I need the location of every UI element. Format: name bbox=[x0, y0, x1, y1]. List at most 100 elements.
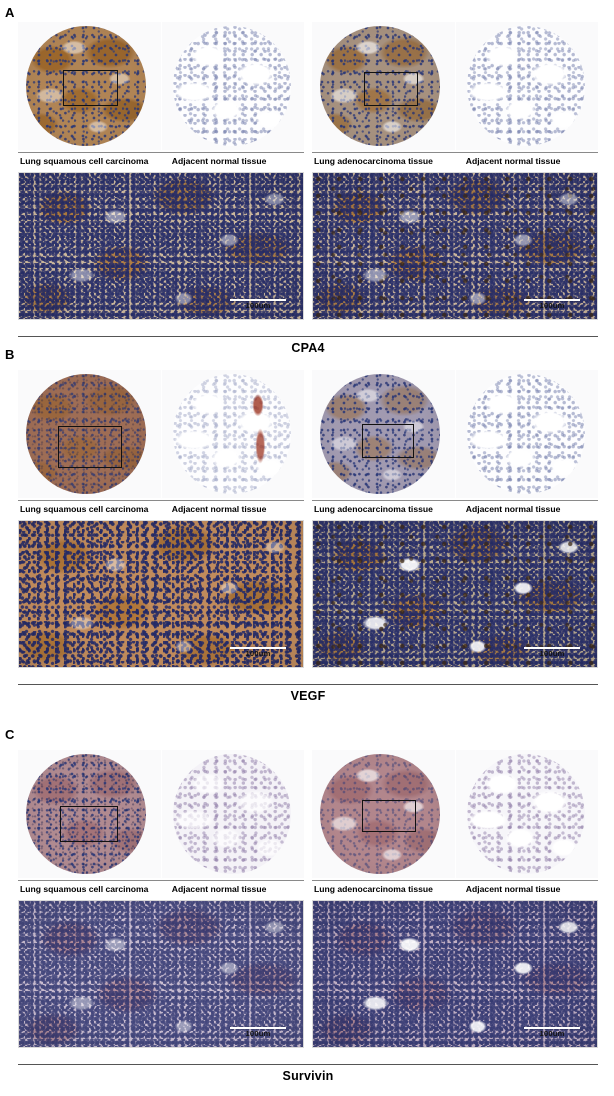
core-label-strip: Lung squamous cell carcinoma Adjacent no… bbox=[18, 880, 304, 897]
normal-label: Adjacent normal tissue bbox=[171, 156, 267, 166]
normal-label: Adjacent normal tissue bbox=[465, 504, 561, 514]
core-image-normal bbox=[173, 754, 291, 874]
core-tumor-cell bbox=[18, 750, 161, 878]
marker-name: CPA4 bbox=[291, 341, 325, 355]
core-row bbox=[312, 22, 598, 150]
scale-bar-label: 100um bbox=[539, 1029, 565, 1038]
core-tumor-cell bbox=[18, 22, 161, 150]
core-label-strip: Lung squamous cell carcinoma Adjacent no… bbox=[18, 152, 304, 169]
scale-bar-line bbox=[524, 298, 580, 301]
scale-bar-label: 100um bbox=[539, 301, 565, 310]
core-normal-cell bbox=[455, 22, 598, 150]
high-mag-image: 100um bbox=[312, 520, 598, 668]
core-row bbox=[18, 750, 304, 878]
core-row bbox=[18, 370, 304, 498]
roi-box bbox=[58, 426, 122, 468]
normal-label: Adjacent normal tissue bbox=[465, 884, 561, 894]
panel-letter-a: A bbox=[5, 5, 15, 20]
core-normal-cell bbox=[161, 750, 304, 878]
marker-caption-vegf: VEGF bbox=[18, 684, 598, 705]
tumor-label: Lung adenocarcinoma tissue bbox=[314, 884, 433, 894]
high-mag-image: 100um bbox=[18, 900, 304, 1048]
panel-b-groups: Lung squamous cell carcinoma Adjacent no… bbox=[18, 370, 598, 668]
normal-label: Adjacent normal tissue bbox=[171, 884, 267, 894]
panel-c-group-adeno: Lung adenocarcinoma tissue Adjacent norm… bbox=[312, 750, 598, 1048]
core-row bbox=[312, 370, 598, 498]
high-mag-image: 100um bbox=[18, 520, 304, 668]
core-image-normal bbox=[467, 26, 585, 146]
scale-bar-line bbox=[524, 646, 580, 649]
roi-box bbox=[63, 70, 118, 106]
core-image-normal bbox=[173, 374, 291, 494]
roi-box bbox=[362, 424, 414, 458]
normal-label: Adjacent normal tissue bbox=[171, 504, 267, 514]
core-tumor-cell bbox=[312, 370, 455, 498]
scale-bar-label: 100um bbox=[245, 1029, 271, 1038]
core-label-strip: Lung adenocarcinoma tissue Adjacent norm… bbox=[312, 500, 598, 517]
marker-caption-cpa4: CPA4 bbox=[18, 336, 598, 357]
high-mag-image: 100um bbox=[312, 172, 598, 320]
tumor-label: Lung adenocarcinoma tissue bbox=[314, 156, 433, 166]
core-normal-cell bbox=[161, 22, 304, 150]
marker-caption-survivin: Survivin bbox=[18, 1064, 598, 1085]
scale-bar-line bbox=[230, 1026, 286, 1029]
scale-bar-label: 100um bbox=[539, 649, 565, 658]
panel-a-groups: Lung squamous cell carcinoma Adjacent no… bbox=[18, 22, 598, 320]
panel-c-groups: Lung squamous cell carcinoma Adjacent no… bbox=[18, 750, 598, 1048]
high-mag-image: 100um bbox=[18, 172, 304, 320]
scale-bar: 100um bbox=[523, 646, 581, 659]
panel-c-body: Lung squamous cell carcinoma Adjacent no… bbox=[18, 750, 598, 1048]
panel-a-group-adeno: Lung adenocarcinoma tissue Adjacent norm… bbox=[312, 22, 598, 320]
roi-box bbox=[362, 800, 416, 832]
core-tumor-cell bbox=[312, 22, 455, 150]
tumor-label: Lung squamous cell carcinoma bbox=[20, 884, 149, 894]
core-label-strip: Lung adenocarcinoma tissue Adjacent norm… bbox=[312, 152, 598, 169]
scale-bar-label: 100um bbox=[245, 649, 271, 658]
high-mag-image: 100um bbox=[312, 900, 598, 1048]
marker-name: Survivin bbox=[282, 1069, 334, 1083]
core-image-tumor bbox=[320, 374, 440, 494]
core-image-normal bbox=[467, 374, 585, 494]
scale-bar: 100um bbox=[229, 646, 287, 659]
panel-c-group-squamous: Lung squamous cell carcinoma Adjacent no… bbox=[18, 750, 304, 1048]
core-image-tumor bbox=[26, 374, 146, 494]
panel-b-group-adeno: Lung adenocarcinoma tissue Adjacent norm… bbox=[312, 370, 598, 668]
normal-label: Adjacent normal tissue bbox=[465, 156, 561, 166]
panel-a-body: Lung squamous cell carcinoma Adjacent no… bbox=[18, 22, 598, 320]
roi-box bbox=[364, 72, 418, 106]
core-normal-cell bbox=[455, 750, 598, 878]
marker-name: VEGF bbox=[290, 689, 326, 703]
panel-a-group-squamous: Lung squamous cell carcinoma Adjacent no… bbox=[18, 22, 304, 320]
scale-bar-line bbox=[524, 1026, 580, 1029]
panel-b-body: Lung squamous cell carcinoma Adjacent no… bbox=[18, 370, 598, 668]
core-normal-cell bbox=[455, 370, 598, 498]
scale-bar: 100um bbox=[523, 1026, 581, 1039]
core-image-tumor bbox=[320, 26, 440, 146]
scale-bar-label: 100um bbox=[245, 301, 271, 310]
tumor-label: Lung squamous cell carcinoma bbox=[20, 156, 149, 166]
core-row bbox=[18, 22, 304, 150]
scale-bar: 100um bbox=[229, 298, 287, 311]
tumor-label: Lung adenocarcinoma tissue bbox=[314, 504, 433, 514]
scale-bar: 100um bbox=[229, 1026, 287, 1039]
core-image-normal bbox=[467, 754, 585, 874]
core-image-tumor bbox=[320, 754, 440, 874]
core-tumor-cell bbox=[18, 370, 161, 498]
core-image-tumor bbox=[26, 754, 146, 874]
core-label-strip: Lung adenocarcinoma tissue Adjacent norm… bbox=[312, 880, 598, 897]
core-image-normal bbox=[173, 26, 291, 146]
panel-letter-b: B bbox=[5, 347, 15, 362]
roi-box bbox=[60, 806, 118, 842]
core-image-tumor bbox=[26, 26, 146, 146]
core-tumor-cell bbox=[312, 750, 455, 878]
scale-bar: 100um bbox=[523, 298, 581, 311]
panel-letter-c: C bbox=[5, 727, 15, 742]
tumor-label: Lung squamous cell carcinoma bbox=[20, 504, 149, 514]
core-normal-cell bbox=[161, 370, 304, 498]
core-label-strip: Lung squamous cell carcinoma Adjacent no… bbox=[18, 500, 304, 517]
scale-bar-line bbox=[230, 646, 286, 649]
scale-bar-line bbox=[230, 298, 286, 301]
panel-b-group-squamous: Lung squamous cell carcinoma Adjacent no… bbox=[18, 370, 304, 668]
core-row bbox=[312, 750, 598, 878]
